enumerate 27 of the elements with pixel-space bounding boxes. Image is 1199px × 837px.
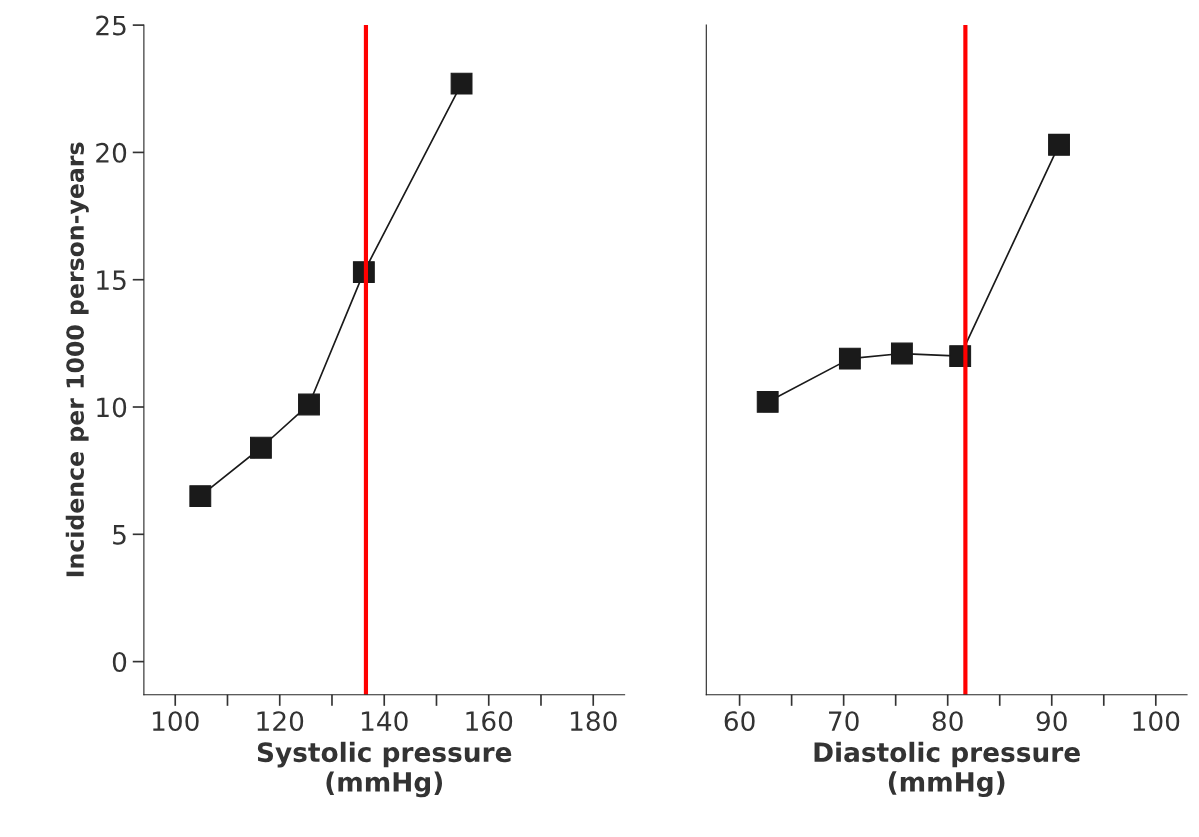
point [450, 72, 473, 95]
x-tick-label: 140 [361, 711, 408, 732]
point [838, 347, 861, 370]
x-tick-label: 100 [152, 711, 199, 732]
point [298, 393, 320, 416]
y-tick-label: 15 [97, 270, 126, 291]
x-tick-label: 90 [1036, 711, 1067, 732]
x-tick-label: 180 [570, 711, 617, 732]
y-tick-label: 5 [113, 525, 126, 545]
y-tick-label: 10 [97, 397, 127, 418]
x-tick-label: 70 [829, 711, 859, 732]
y-tick-label: 20 [96, 142, 127, 163]
point [249, 436, 272, 459]
y-axis-title: Incidence per 1000 person-years [65, 142, 89, 577]
point [1048, 133, 1070, 156]
x-tick-label: 80 [932, 711, 963, 732]
x-tick-label: 160 [466, 711, 513, 732]
x-axis-title: Systolic pressure (mmHg) [257, 741, 512, 798]
point [890, 342, 913, 365]
point [756, 390, 779, 413]
y-tick-label: 0 [112, 652, 127, 673]
y-tick-label: 25 [96, 15, 126, 36]
x-axis-title: Diastolic pressure (mmHg) [814, 741, 1080, 798]
x-tick-label: 100 [1133, 711, 1180, 732]
x-tick-label: 60 [724, 711, 755, 732]
point [189, 485, 212, 508]
x-tick-label: 120 [257, 711, 304, 732]
